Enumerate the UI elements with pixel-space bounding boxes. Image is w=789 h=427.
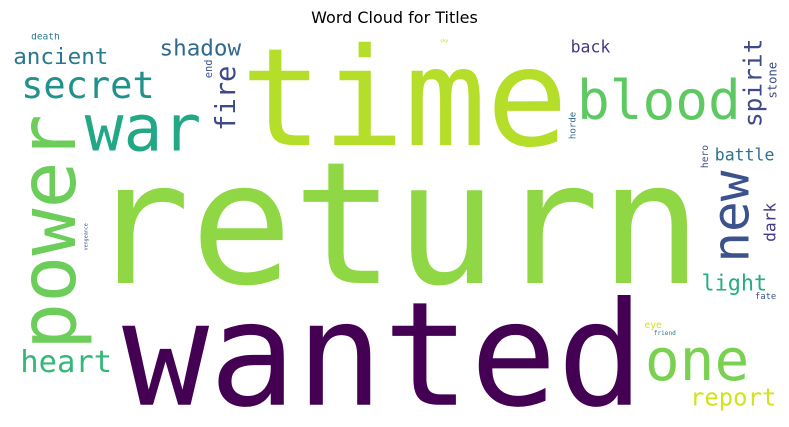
word-22: fate [755, 292, 776, 302]
word-9: heart [20, 345, 112, 380]
word-4: blood [577, 69, 741, 132]
word-15: battle [715, 146, 775, 165]
word-6: secret [21, 64, 155, 107]
word-7: one [645, 326, 749, 394]
word-77: sky [440, 38, 448, 44]
word-23: dark [761, 203, 778, 242]
word-3: power [12, 114, 94, 350]
word-2: time [241, 33, 569, 178]
word-12: report [690, 384, 776, 412]
word-10: shadow [159, 36, 241, 62]
word-18: spirit [738, 39, 767, 128]
word-11: ancient [13, 44, 108, 70]
chart-title: Word Cloud for Titles [311, 8, 478, 27]
word-33: horde [569, 112, 579, 139]
word-19: death [31, 33, 60, 43]
word-5: war [85, 91, 202, 166]
word-38: end [203, 60, 215, 79]
word-48: vengeance [84, 223, 90, 250]
word-16: back [571, 37, 611, 56]
word-43: hero [700, 145, 711, 168]
word-13: fire [211, 66, 242, 131]
word-28: stone [766, 62, 779, 99]
word-14: light [701, 272, 767, 297]
word-8: new [703, 170, 762, 262]
word-20: eye [645, 320, 662, 331]
word-41: friend [654, 330, 676, 337]
word-0: return [88, 126, 702, 324]
word-1: wanted [122, 272, 644, 417]
